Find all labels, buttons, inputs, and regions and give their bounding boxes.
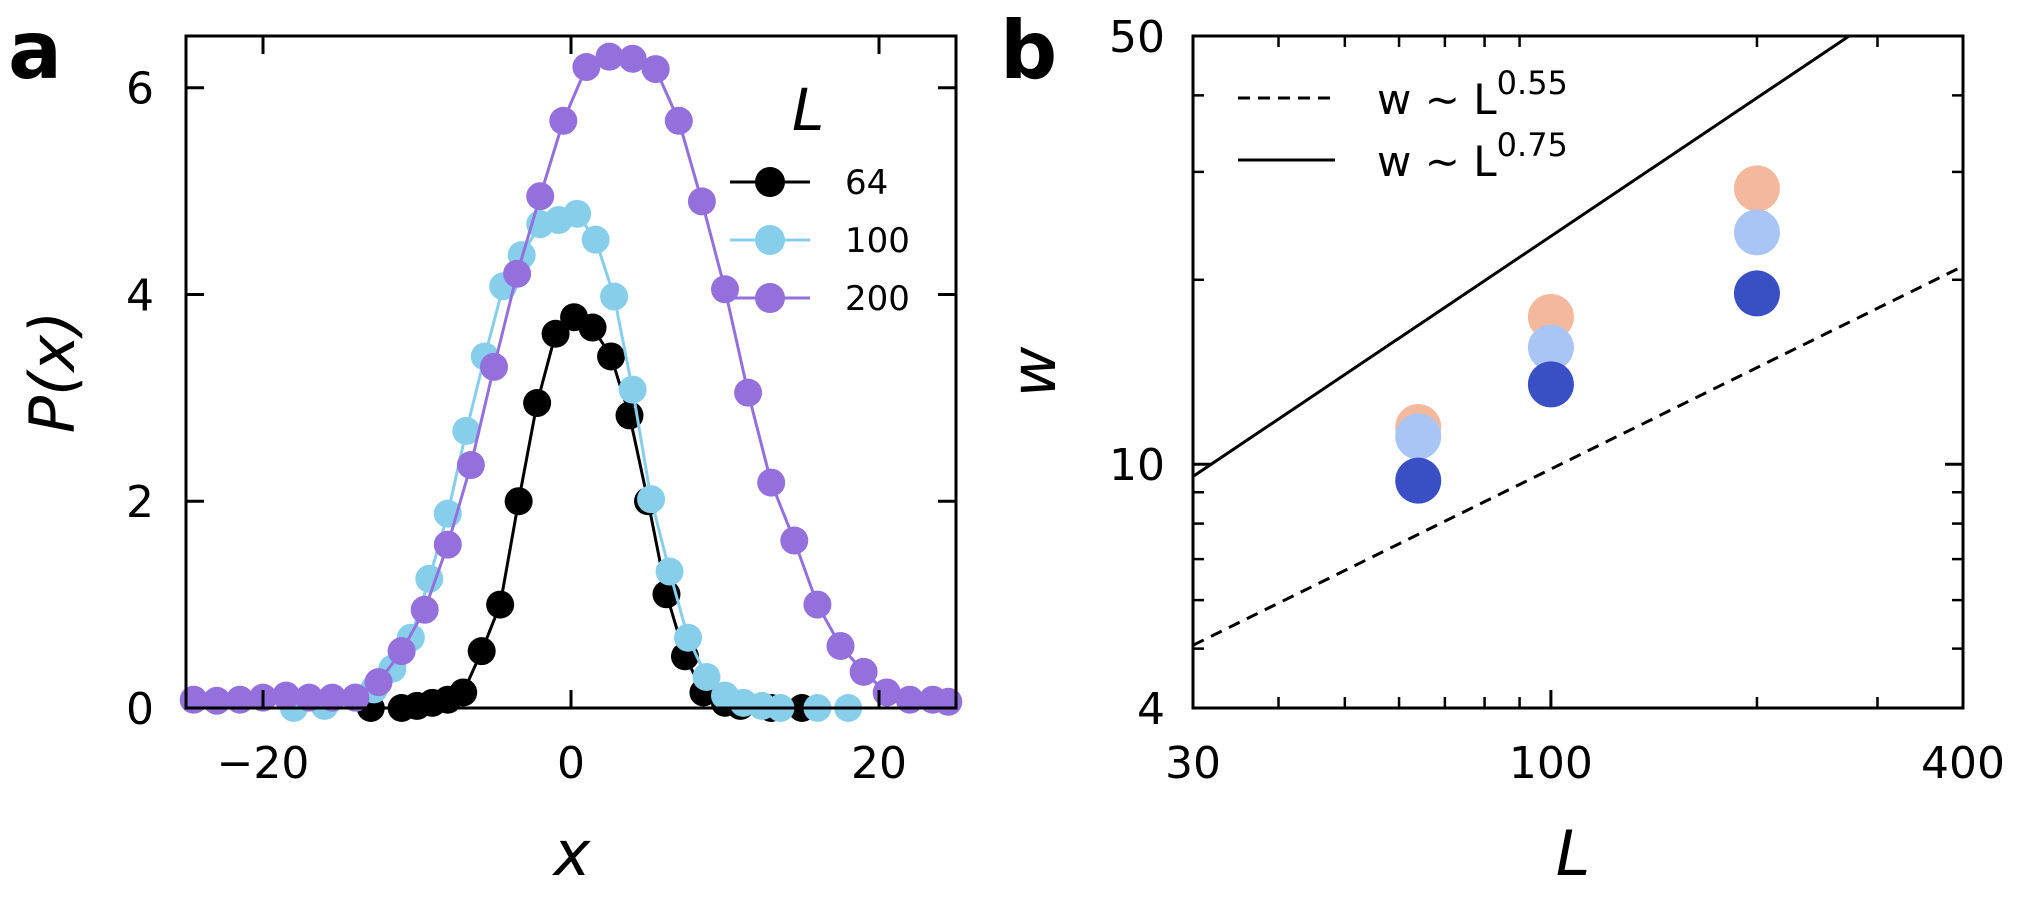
panel-a-legend: L 64 100 200 bbox=[730, 76, 910, 319]
point-L100 bbox=[692, 662, 721, 691]
panel-a-y-axis-label: P(x) bbox=[16, 311, 89, 433]
point-L200 bbox=[803, 590, 832, 619]
point-L64 bbox=[467, 637, 496, 666]
point-L100 bbox=[581, 225, 610, 254]
guide-line-solid bbox=[1193, 36, 1852, 478]
y-tick-label: 4 bbox=[1137, 684, 1165, 735]
point-L64 bbox=[597, 342, 626, 371]
legend-label-L64: 64 bbox=[845, 163, 888, 203]
x-tick-label: −20 bbox=[217, 738, 310, 789]
point-L200 bbox=[849, 657, 878, 686]
legend-exponent: 0.75 bbox=[1497, 126, 1568, 164]
point-L64 bbox=[541, 319, 570, 348]
y-tick-label: 50 bbox=[1109, 12, 1165, 63]
point-L100 bbox=[637, 485, 666, 514]
point-L200 bbox=[503, 259, 532, 288]
points-light-blue bbox=[1733, 209, 1780, 256]
panel-a-series-layer bbox=[179, 42, 963, 722]
legend-title-L: L bbox=[792, 76, 824, 144]
point-L200 bbox=[295, 683, 324, 712]
point-L200 bbox=[711, 275, 739, 304]
x-tick-label: 30 bbox=[1165, 738, 1221, 789]
legend-label-0: w ∼ L0.55 bbox=[1377, 64, 1568, 124]
points-dark-blue bbox=[1527, 361, 1574, 408]
y-tick-label: 6 bbox=[126, 64, 154, 115]
point-L200 bbox=[387, 637, 416, 666]
panel-b-x-axis-label: L bbox=[1556, 817, 1591, 890]
panel-b-ticks: 30 100 400 4 10 50 bbox=[1109, 12, 2005, 789]
panel-b-y-axis-label: w bbox=[997, 346, 1070, 397]
guide-line-dashed bbox=[1193, 264, 1963, 647]
point-L200 bbox=[572, 53, 601, 82]
panel-a-x-axis-label: x bbox=[552, 817, 592, 890]
x-tick-label: 400 bbox=[1921, 738, 2005, 789]
point-L200 bbox=[341, 683, 370, 712]
panel-b-legend: w ∼ L0.55w ∼ L0.75 bbox=[1238, 64, 1568, 186]
panel-label-a: a bbox=[8, 4, 62, 97]
x-tick-label: 0 bbox=[557, 738, 585, 789]
point-L200 bbox=[757, 468, 786, 497]
point-L100 bbox=[655, 557, 684, 586]
legend-marker-L100 bbox=[755, 225, 785, 255]
panel-b-guide-lines bbox=[1193, 36, 1963, 647]
point-L200 bbox=[526, 182, 555, 211]
point-L100 bbox=[600, 282, 629, 311]
series-line-L200 bbox=[193, 55, 949, 704]
y-tick-label: 4 bbox=[126, 270, 154, 321]
panel-b-frame bbox=[1191, 34, 1965, 710]
point-L200 bbox=[664, 106, 693, 135]
point-L100 bbox=[618, 375, 647, 404]
point-L100 bbox=[415, 564, 444, 593]
point-L100 bbox=[674, 623, 703, 652]
point-L64 bbox=[449, 678, 478, 707]
point-L200 bbox=[433, 530, 462, 559]
point-L200 bbox=[480, 352, 508, 381]
point-L200 bbox=[780, 526, 809, 555]
point-L200 bbox=[272, 681, 301, 710]
point-L100 bbox=[452, 416, 481, 445]
legend-label-1: w ∼ L0.75 bbox=[1377, 126, 1568, 186]
point-L200 bbox=[826, 631, 855, 660]
point-L200 bbox=[641, 55, 670, 84]
panel-label-b: b bbox=[1000, 4, 1057, 97]
point-L64 bbox=[486, 590, 515, 619]
legend-marker-L200 bbox=[755, 283, 785, 313]
point-L200 bbox=[318, 683, 347, 712]
legend-formula: w ∼ L bbox=[1377, 75, 1497, 124]
x-tick-label: 20 bbox=[851, 738, 907, 789]
legend-exponent: 0.55 bbox=[1497, 64, 1568, 102]
point-L64 bbox=[578, 313, 607, 342]
point-L200 bbox=[618, 44, 647, 73]
points-dark-blue bbox=[1733, 270, 1780, 317]
points-light-blue bbox=[1527, 324, 1574, 371]
panel-b-points-layer bbox=[1395, 165, 1780, 504]
panel-a-frame bbox=[184, 34, 958, 710]
point-L200 bbox=[364, 668, 393, 697]
point-L100 bbox=[563, 199, 592, 228]
y-tick-label: 10 bbox=[1109, 440, 1165, 491]
point-L64 bbox=[523, 389, 552, 418]
legend-formula: w ∼ L bbox=[1377, 137, 1497, 186]
points-light-orange bbox=[1733, 165, 1780, 212]
point-L200 bbox=[456, 451, 485, 480]
point-L200 bbox=[934, 687, 963, 716]
points-dark-blue bbox=[1395, 457, 1442, 504]
legend-label-L200: 200 bbox=[845, 279, 910, 319]
point-L200 bbox=[410, 595, 439, 624]
points-light-blue bbox=[1395, 413, 1442, 460]
point-L200 bbox=[687, 187, 716, 216]
y-tick-label: 2 bbox=[126, 477, 154, 528]
legend-label-L100: 100 bbox=[845, 221, 910, 261]
x-tick-label: 100 bbox=[1509, 738, 1593, 789]
legend-marker-L64 bbox=[755, 167, 785, 197]
y-tick-label: 0 bbox=[126, 684, 154, 735]
point-L200 bbox=[595, 42, 624, 71]
point-L200 bbox=[549, 106, 578, 135]
point-L200 bbox=[734, 378, 763, 407]
point-L64 bbox=[504, 487, 533, 516]
